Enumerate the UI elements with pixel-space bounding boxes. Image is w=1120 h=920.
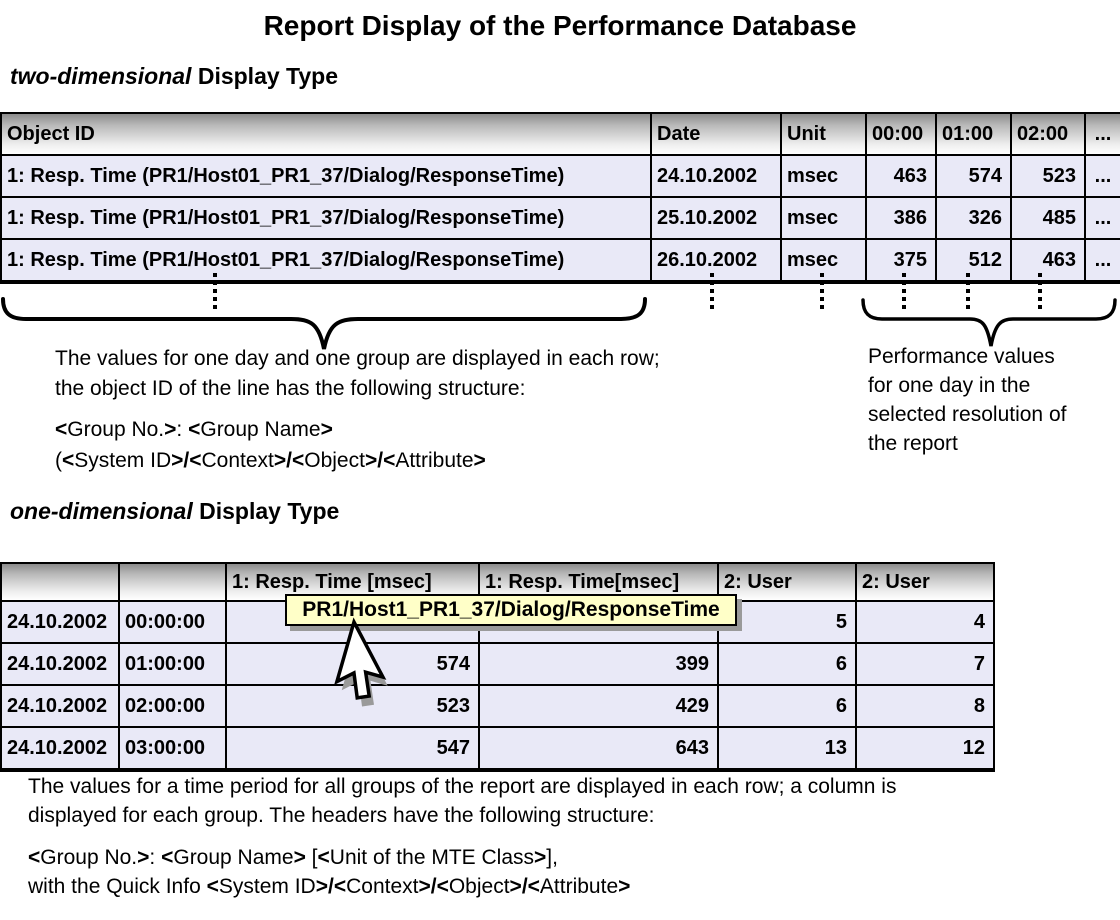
col-header-ellipsis: ... xyxy=(1084,112,1120,156)
cell-value: 643 xyxy=(478,726,719,771)
structure-line: (<System ID>/<Context>/<Object>/<Attribu… xyxy=(55,449,486,472)
table-row: 1: Resp. Time (PR1/Host01_PR1_37/Dialog/… xyxy=(0,154,1120,198)
cell-value: 386 xyxy=(865,196,937,240)
cell-value: 429 xyxy=(478,684,719,728)
cell-value: 7 xyxy=(855,642,995,686)
structure-line: <Group No.>: <Group Name> xyxy=(55,418,333,441)
one-dimensional-table: 1: Resp. Time [msec] 1: Resp. Time[msec]… xyxy=(0,562,995,772)
dotted-leader-0100 xyxy=(966,273,970,311)
cell-ellipsis: ... xyxy=(1084,196,1120,240)
cell-value: 6 xyxy=(717,642,857,686)
cell-time: 01:00:00 xyxy=(118,642,227,686)
dotted-leader-0200 xyxy=(1038,273,1042,311)
annotation-line: The values for one day and one group are… xyxy=(55,347,660,370)
cell-ellipsis: ... xyxy=(1084,238,1120,283)
cell-value: 463 xyxy=(1010,238,1086,283)
col-header-0000: 00:00 xyxy=(865,112,937,156)
quick-info-tooltip: PR1/Host1_PR1_37/Dialog/ResponseTime xyxy=(285,594,737,626)
annotation-line: for one day in the xyxy=(868,374,1031,397)
cell-value: 574 xyxy=(935,154,1012,198)
table-row: 1: Resp. Time (PR1/Host01_PR1_37/Dialog/… xyxy=(0,238,1120,283)
annotation-line: the object ID of the line has the follow… xyxy=(55,377,526,400)
cell-value: 375 xyxy=(865,238,937,283)
cell-value: 8 xyxy=(855,684,995,728)
cell-date: 24.10.2002 xyxy=(0,726,120,771)
heading-italic-part: one-dimensional xyxy=(10,498,193,524)
cell-value: 523 xyxy=(225,684,480,728)
col-header-user-1: 2: User xyxy=(717,562,857,602)
cell-value: 523 xyxy=(1010,154,1086,198)
cell-date: 25.10.2002 xyxy=(650,196,782,240)
cell-value: 399 xyxy=(478,642,719,686)
cell-object-id: 1: Resp. Time (PR1/Host01_PR1_37/Dialog/… xyxy=(0,196,652,240)
structure-line: <Group No.>: <Group Name> [<Unit of the … xyxy=(28,846,558,869)
cell-value: 512 xyxy=(935,238,1012,283)
left-curly-brace xyxy=(1,297,647,350)
structure-line: with the Quick Info <System ID>/<Context… xyxy=(28,875,631,898)
page-title: Report Display of the Performance Databa… xyxy=(263,10,857,41)
heading-italic-part: two-dimensional xyxy=(10,63,192,89)
col-header-0100: 01:00 xyxy=(935,112,1012,156)
annotation-bottom-structure: <Group No.>: <Group Name> [<Unit of the … xyxy=(28,843,630,901)
col-header-date: Date xyxy=(650,112,782,156)
annotation-line: the report xyxy=(868,432,958,455)
cell-value: 326 xyxy=(935,196,1012,240)
cell-object-id: 1: Resp. Time (PR1/Host01_PR1_37/Dialog/… xyxy=(0,238,652,283)
dotted-leader-object-id xyxy=(213,273,217,311)
heading-rest-part: Display Type xyxy=(192,498,340,524)
cell-ellipsis: ... xyxy=(1084,154,1120,198)
cell-object-id: 1: Resp. Time (PR1/Host01_PR1_37/Dialog/… xyxy=(0,154,652,198)
annotation-line: Performance values xyxy=(868,345,1055,368)
cell-date: 24.10.2002 xyxy=(0,642,120,686)
col-header-unit: Unit xyxy=(780,112,867,156)
cell-date: 26.10.2002 xyxy=(650,238,782,283)
col-header-empty xyxy=(0,562,120,602)
table-row: 1: Resp. Time (PR1/Host01_PR1_37/Dialog/… xyxy=(0,196,1120,240)
table-row: 24.10.2002 02:00:00 523 429 6 8 xyxy=(0,684,995,728)
table-row: 24.10.2002 03:00:00 547 643 13 12 xyxy=(0,726,995,771)
cell-value: 4 xyxy=(855,600,995,644)
right-curly-brace xyxy=(861,298,1117,347)
cell-value: 6 xyxy=(717,684,857,728)
cell-value: 5 xyxy=(717,600,857,644)
annotation-line: The values for a time period for all gro… xyxy=(28,775,897,798)
annotation-left-structure: <Group No.>: <Group Name> (<System ID>/<… xyxy=(55,414,486,476)
annotation-line: displayed for each group. The headers ha… xyxy=(28,804,655,827)
cell-date: 24.10.2002 xyxy=(0,684,120,728)
col-header-0200: 02:00 xyxy=(1010,112,1086,156)
col-header-user-2: 2: User xyxy=(855,562,995,602)
heading-rest-part: Display Type xyxy=(191,63,339,89)
cell-unit: msec xyxy=(780,154,867,198)
col-header-empty xyxy=(118,562,227,602)
section-heading-one-dimensional: one-dimensional Display Type xyxy=(10,498,339,525)
dotted-leader-unit xyxy=(820,273,824,311)
cell-value: 485 xyxy=(1010,196,1086,240)
cell-date: 24.10.2002 xyxy=(0,600,120,644)
cell-time: 03:00:00 xyxy=(118,726,227,771)
cell-time: 00:00:00 xyxy=(118,600,227,644)
dotted-leader-date xyxy=(710,273,714,311)
cell-value: 12 xyxy=(855,726,995,771)
dotted-leader-0000 xyxy=(902,273,906,311)
cell-date: 24.10.2002 xyxy=(650,154,782,198)
cell-time: 02:00:00 xyxy=(118,684,227,728)
cell-value: 13 xyxy=(717,726,857,771)
table-row: 24.10.2002 01:00:00 574 399 6 7 xyxy=(0,642,995,686)
cell-unit: msec xyxy=(780,196,867,240)
cell-value: 463 xyxy=(865,154,937,198)
two-dimensional-table: Object ID Date Unit 00:00 01:00 02:00 ..… xyxy=(0,112,1120,284)
section-heading-two-dimensional: two-dimensional Display Type xyxy=(10,63,338,90)
col-header-object-id: Object ID xyxy=(0,112,652,156)
mouse-cursor-icon xyxy=(334,617,388,707)
annotation-line: selected resolution of xyxy=(868,403,1067,426)
cell-value: 547 xyxy=(225,726,480,771)
table1-header-row: Object ID Date Unit 00:00 01:00 02:00 ..… xyxy=(0,112,1120,156)
annotation-left: The values for one day and one group are… xyxy=(55,344,660,404)
annotation-bottom: The values for a time period for all gro… xyxy=(28,772,896,830)
annotation-right: Performance values for one day in the se… xyxy=(868,342,1066,458)
table2-header-row: 1: Resp. Time [msec] 1: Resp. Time[msec]… xyxy=(0,562,995,602)
